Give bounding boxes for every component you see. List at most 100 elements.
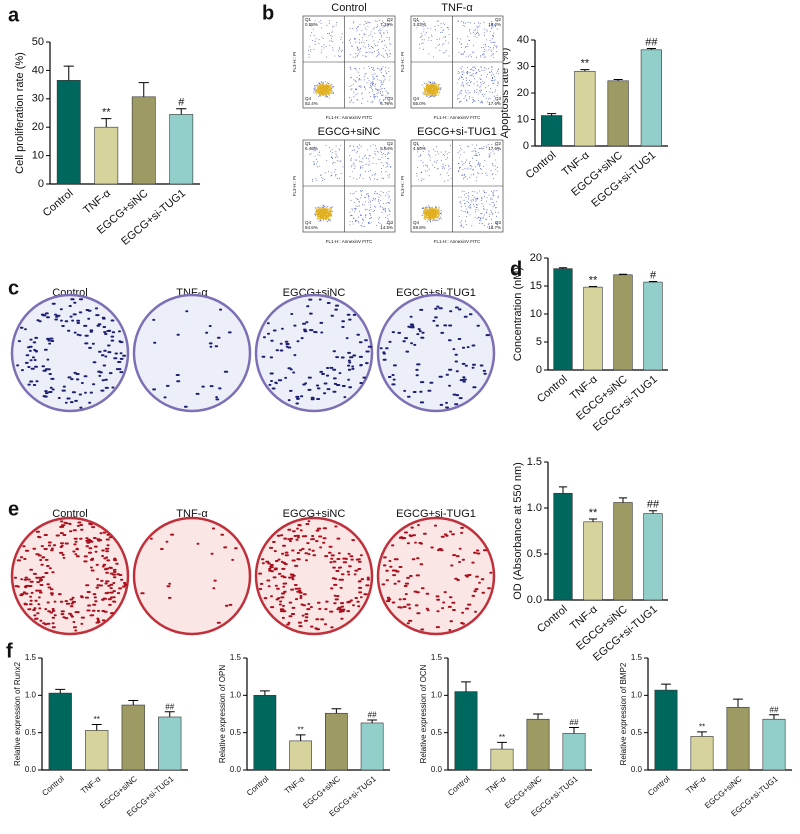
quadrant-name: Q3 bbox=[495, 96, 502, 101]
error-bar bbox=[547, 113, 557, 116]
quadrant-name: Q1 bbox=[305, 141, 312, 146]
y-tick-label: 1.0 bbox=[431, 690, 443, 699]
event-dots bbox=[309, 144, 392, 227]
quadrant-value: 14.5% bbox=[380, 225, 393, 230]
error-bar bbox=[461, 681, 471, 692]
y-tick-label: 1.0 bbox=[631, 690, 643, 699]
y-axis-label: Concentration (nM) bbox=[512, 267, 524, 361]
quadrant-value: 4.76% bbox=[380, 101, 393, 106]
significance-mark: ## bbox=[165, 702, 174, 711]
y-axis-label: Relative expression of Runx2 bbox=[13, 661, 22, 766]
plate bbox=[254, 516, 374, 636]
plot-title: EGCG+siNC bbox=[318, 126, 381, 138]
plot-title: Control bbox=[331, 2, 366, 14]
colonies bbox=[140, 527, 238, 624]
bar bbox=[553, 268, 573, 371]
y-tick-label: 0 bbox=[536, 364, 542, 376]
error-bar bbox=[55, 688, 66, 694]
error-bar bbox=[648, 281, 658, 283]
error-bar bbox=[533, 713, 543, 720]
y-tick-label: 0.0 bbox=[25, 765, 37, 774]
panel-letter: a bbox=[8, 4, 20, 26]
quadrant-name: Q2 bbox=[495, 141, 502, 146]
y-tick-label: 1.0 bbox=[25, 690, 37, 699]
bar bbox=[541, 115, 563, 147]
bar bbox=[158, 716, 182, 771]
significance-mark: ** bbox=[699, 723, 705, 732]
bar bbox=[574, 70, 596, 147]
significance-mark: ## bbox=[647, 499, 660, 511]
quadrant-value: 6.43% bbox=[305, 146, 318, 151]
x-tick-label: Control bbox=[41, 187, 76, 219]
flow-y-label: FL3-H:: PI bbox=[400, 176, 405, 197]
plate bbox=[132, 516, 252, 636]
quadrant-value: 55.0% bbox=[413, 101, 426, 106]
bar bbox=[640, 49, 662, 147]
y-tick-label: 1.5 bbox=[527, 456, 542, 468]
x-tick-label: Control bbox=[646, 774, 672, 798]
error-bar bbox=[613, 78, 623, 81]
x-tick-label: TNF-α bbox=[283, 774, 307, 796]
y-tick-label: 0.0 bbox=[230, 765, 242, 774]
error-bar bbox=[646, 47, 656, 50]
significance-mark: ## bbox=[770, 705, 779, 714]
y-axis-label: Relative expression of BMP2 bbox=[619, 662, 628, 765]
quadrant-name: Q1 bbox=[305, 17, 312, 22]
significance-mark: ** bbox=[499, 733, 505, 742]
quadrant-name: Q2 bbox=[387, 141, 394, 146]
y-tick-label: 40 bbox=[517, 34, 529, 46]
panel-letter: d bbox=[510, 258, 522, 280]
error-bar bbox=[588, 286, 598, 288]
bar bbox=[131, 96, 156, 185]
y-tick-label: 0.5 bbox=[431, 728, 443, 737]
y-tick-label: 30 bbox=[517, 60, 529, 72]
quadrant-lines bbox=[303, 140, 395, 232]
x-tick-label: Control bbox=[245, 774, 271, 798]
x-tick-label: Control bbox=[524, 149, 559, 181]
significance-mark: ** bbox=[581, 58, 590, 70]
bar bbox=[553, 492, 573, 601]
error-bar bbox=[618, 273, 628, 275]
quadrant-name: Q3 bbox=[387, 96, 394, 101]
error-bar bbox=[331, 708, 342, 714]
plot-title: TNF-α bbox=[441, 2, 473, 14]
quadrant-value: 4.50% bbox=[413, 146, 426, 151]
bar bbox=[726, 706, 750, 771]
y-axis-label: Cell proliferation rate (%) bbox=[14, 52, 26, 174]
significance-mark: # bbox=[178, 97, 185, 109]
significance-mark: ## bbox=[645, 36, 658, 48]
quadrant-name: Q4 bbox=[305, 220, 312, 225]
plot-title: EGCG+si-TUG1 bbox=[417, 126, 497, 138]
plate bbox=[254, 293, 374, 413]
dense-events bbox=[315, 83, 332, 97]
panel-letter: e bbox=[8, 498, 19, 520]
plate bbox=[10, 516, 130, 636]
event-dots bbox=[415, 20, 500, 104]
bar bbox=[94, 126, 119, 185]
quadrant-value: 82.4% bbox=[305, 101, 318, 106]
error-bar bbox=[733, 698, 743, 708]
bar bbox=[613, 502, 633, 601]
x-tick-label: Control bbox=[446, 774, 472, 798]
bar bbox=[169, 114, 194, 185]
significance-mark: ** bbox=[94, 715, 100, 724]
bar bbox=[607, 80, 629, 147]
y-tick-label: 1.0 bbox=[527, 502, 542, 514]
error-bar bbox=[63, 65, 74, 81]
y-tick-label: 0.0 bbox=[631, 765, 643, 774]
error-bar bbox=[697, 731, 707, 737]
bar bbox=[583, 286, 603, 371]
y-tick-label: 15 bbox=[530, 280, 542, 292]
y-tick-label: 1.5 bbox=[631, 653, 643, 662]
quadrant-name: Q3 bbox=[387, 220, 394, 225]
y-tick-label: 30 bbox=[32, 93, 44, 105]
plate bbox=[376, 293, 496, 413]
quadrant-lines bbox=[303, 16, 395, 108]
flow-y-label: FL3-H:: PI bbox=[400, 52, 405, 73]
bar bbox=[85, 730, 109, 771]
y-tick-label: 40 bbox=[32, 64, 44, 76]
bar bbox=[48, 692, 72, 771]
bar bbox=[526, 718, 550, 771]
error-bar bbox=[497, 741, 507, 750]
y-tick-label: 1.5 bbox=[25, 653, 37, 662]
